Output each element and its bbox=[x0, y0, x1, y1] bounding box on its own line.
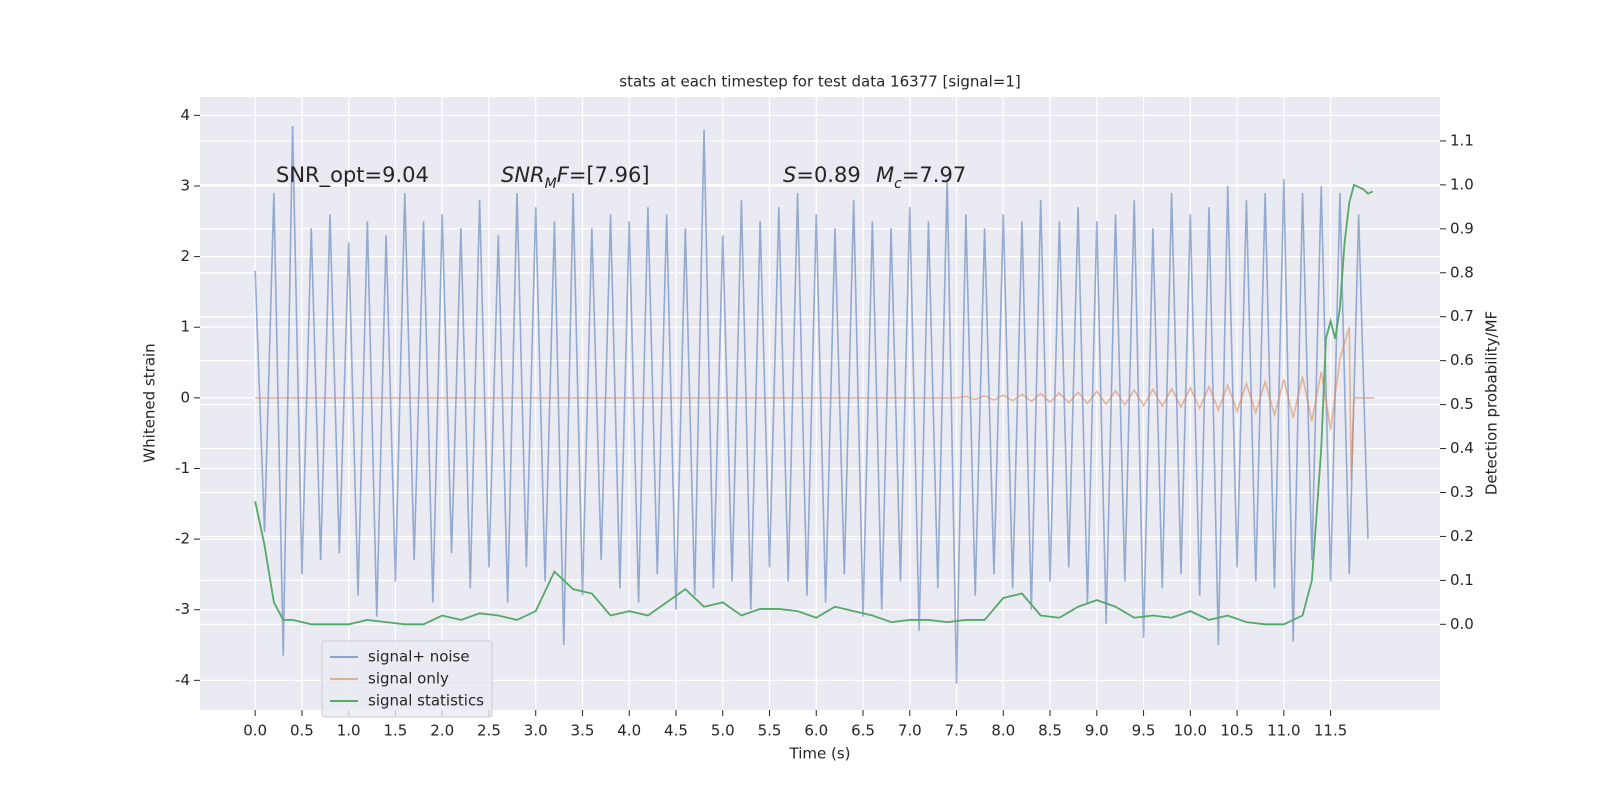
legend-label: signal statistics bbox=[368, 692, 484, 710]
annotation-part: M bbox=[876, 163, 894, 187]
x-tick-label: 10.5 bbox=[1220, 722, 1253, 740]
y2-tick-label: 0.0 bbox=[1450, 615, 1474, 633]
annotation-part: F bbox=[557, 163, 570, 187]
y2-tick-label: 0.1 bbox=[1450, 571, 1474, 589]
annotation-part: SNR_opt=9.04 bbox=[276, 163, 429, 188]
x-tick-label: 8.5 bbox=[1038, 722, 1062, 740]
legend-label: signal+ noise bbox=[368, 648, 470, 666]
y2-tick-label: 0.4 bbox=[1450, 439, 1474, 457]
y2-tick-label: 0.5 bbox=[1450, 395, 1474, 413]
y-tick-label: -1 bbox=[175, 459, 190, 477]
annotation-part: S bbox=[783, 163, 796, 187]
y2-tick-label: 0.3 bbox=[1450, 483, 1474, 501]
y2-tick-label: 0.7 bbox=[1450, 307, 1474, 325]
x-tick-label: 2.5 bbox=[477, 722, 501, 740]
y2-tick-label: 0.2 bbox=[1450, 527, 1474, 545]
x-tick-label: 6.5 bbox=[851, 722, 875, 740]
y-tick-label: 1 bbox=[180, 318, 190, 336]
chart-title: stats at each timestep for test data 163… bbox=[619, 73, 1020, 91]
series-line bbox=[255, 327, 1375, 480]
annotation: S=0.89 bbox=[783, 163, 861, 187]
series-line bbox=[254, 183, 1374, 626]
x-tick-label: 8.0 bbox=[991, 722, 1015, 740]
x-tick-label: 0.5 bbox=[290, 722, 314, 740]
y-tick-label: 4 bbox=[180, 106, 190, 124]
plot-area bbox=[200, 97, 1440, 710]
y2-tick-label: 0.9 bbox=[1450, 219, 1474, 237]
x-tick-label: 1.5 bbox=[384, 722, 408, 740]
y-tick-label: 0 bbox=[180, 388, 190, 406]
y-tick-label: -4 bbox=[175, 671, 190, 689]
annotation-part: =[7.96] bbox=[569, 163, 650, 187]
annotation: SNRMF=[7.96] bbox=[501, 163, 650, 192]
y2-tick-label: 0.8 bbox=[1450, 263, 1474, 281]
y-tick-label: -3 bbox=[175, 600, 190, 618]
x-tick-label: 3.0 bbox=[524, 722, 548, 740]
x-tick-label: 3.5 bbox=[571, 722, 595, 740]
x-tick-label: 9.5 bbox=[1132, 722, 1156, 740]
annotation: Mc=7.97 bbox=[876, 163, 966, 192]
annotation-part: c bbox=[894, 176, 902, 192]
annotation-part: M bbox=[545, 176, 557, 192]
x-tick-label: 6.0 bbox=[804, 722, 828, 740]
x-tick-label: 11.0 bbox=[1267, 722, 1300, 740]
x-tick-label: 7.5 bbox=[945, 722, 969, 740]
y2-axis-label: Detection probability/MF bbox=[1483, 311, 1501, 495]
annotation-part: =0.89 bbox=[796, 163, 860, 187]
x-tick-label: 4.5 bbox=[664, 722, 688, 740]
y2-tick-label: 0.6 bbox=[1450, 351, 1474, 369]
x-tick-label: 1.0 bbox=[337, 722, 361, 740]
x-tick-label: 5.5 bbox=[758, 722, 782, 740]
annotation-part: SNR bbox=[501, 163, 545, 187]
x-axis-label: Time (s) bbox=[789, 745, 851, 763]
y-tick-label: 2 bbox=[180, 247, 190, 265]
y-axis-label: Whitened strain bbox=[141, 343, 159, 462]
annotation-part: =7.97 bbox=[902, 163, 966, 187]
x-tick-label: 10.0 bbox=[1174, 722, 1207, 740]
series-line bbox=[254, 125, 1369, 684]
x-tick-label: 9.0 bbox=[1085, 722, 1109, 740]
x-tick-label: 4.0 bbox=[617, 722, 641, 740]
x-tick-label: 11.5 bbox=[1314, 722, 1347, 740]
x-tick-label: 0.0 bbox=[243, 722, 267, 740]
legend-box bbox=[321, 640, 493, 718]
annotation: SNR_opt=9.04 bbox=[276, 163, 429, 188]
y2-tick-label: 1.1 bbox=[1450, 131, 1474, 149]
y-tick-label: -2 bbox=[175, 530, 190, 548]
x-tick-label: 5.0 bbox=[711, 722, 735, 740]
y2-tick-label: 1.0 bbox=[1450, 175, 1474, 193]
legend-label: signal only bbox=[368, 670, 449, 688]
x-tick-label: 7.0 bbox=[898, 722, 922, 740]
x-tick-label: 2.0 bbox=[430, 722, 454, 740]
y-tick-label: 3 bbox=[180, 176, 190, 194]
